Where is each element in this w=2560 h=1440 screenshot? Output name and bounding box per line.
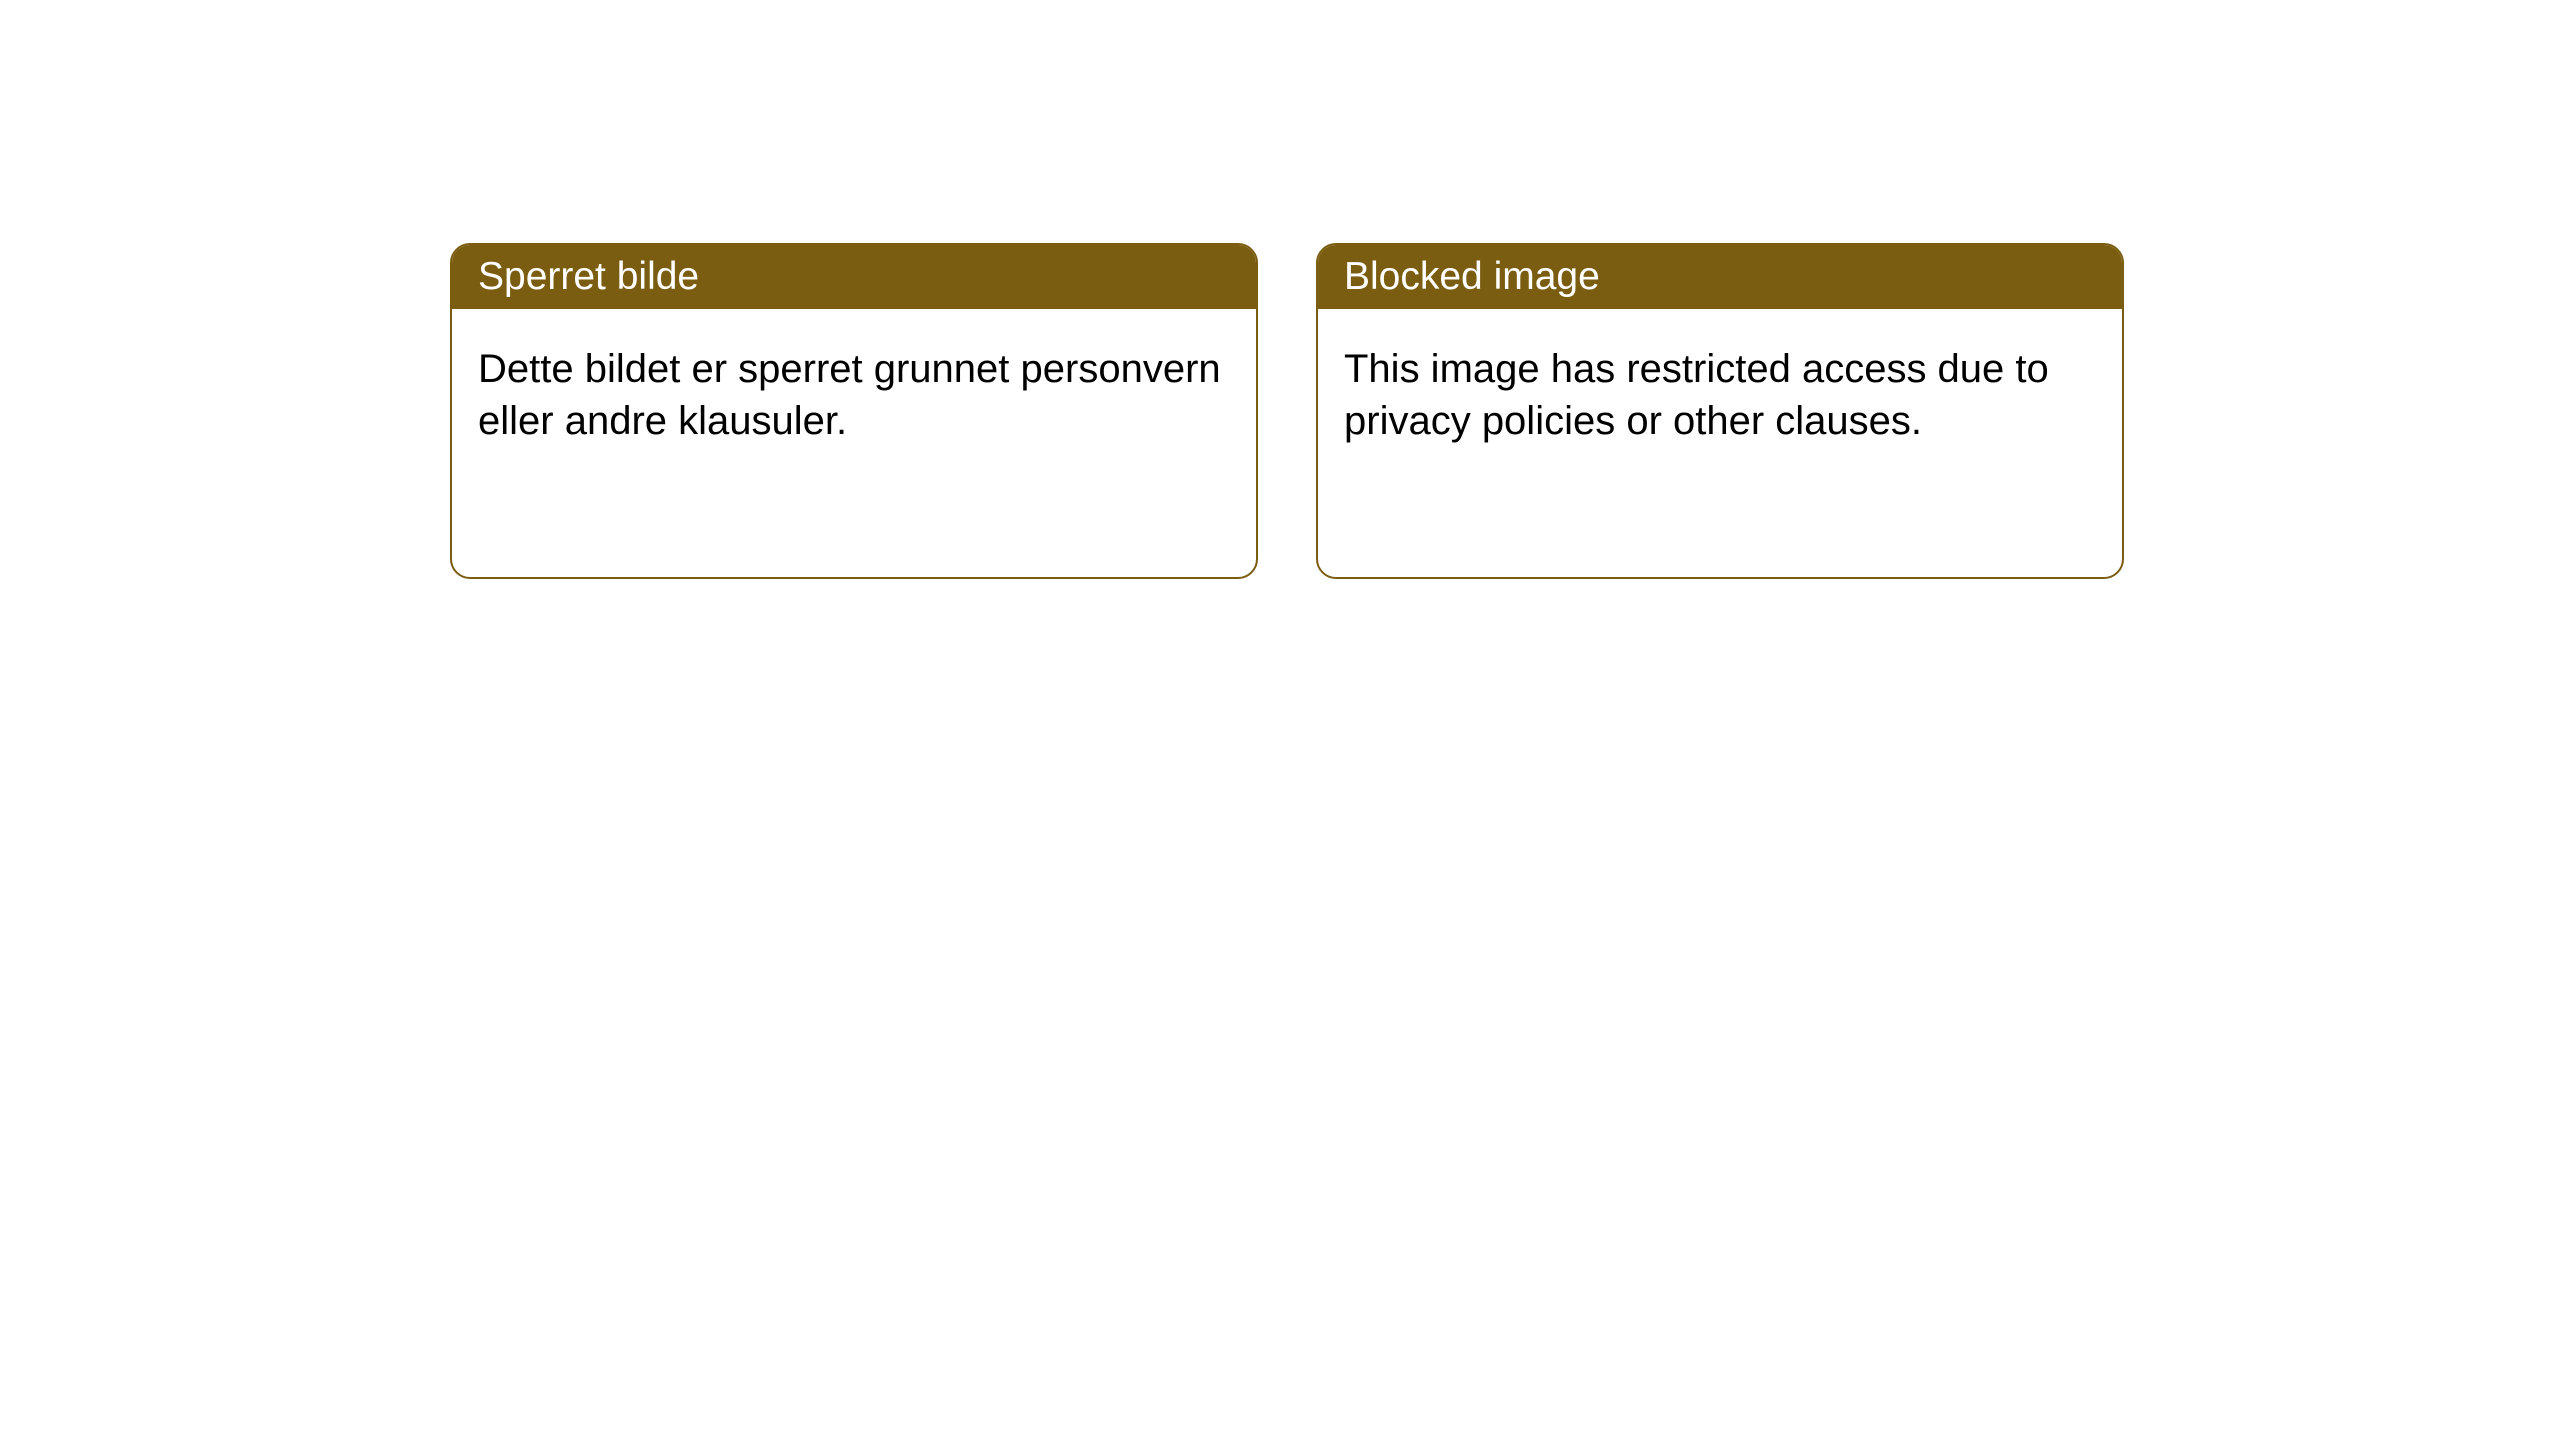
notice-card-body: This image has restricted access due to …: [1318, 309, 2122, 481]
notice-card-body: Dette bildet er sperret grunnet personve…: [452, 309, 1256, 481]
notice-card-title: Blocked image: [1344, 255, 1600, 298]
notice-cards-container: Sperret bilde Dette bildet er sperret gr…: [0, 0, 2560, 579]
notice-card-header: Blocked image: [1318, 245, 2122, 309]
notice-card-text: Dette bildet er sperret grunnet personve…: [478, 347, 1221, 443]
notice-card-english: Blocked image This image has restricted …: [1316, 243, 2124, 579]
notice-card-header: Sperret bilde: [452, 245, 1256, 309]
notice-card-title: Sperret bilde: [478, 255, 699, 298]
notice-card-norwegian: Sperret bilde Dette bildet er sperret gr…: [450, 243, 1258, 579]
notice-card-text: This image has restricted access due to …: [1344, 347, 2049, 443]
